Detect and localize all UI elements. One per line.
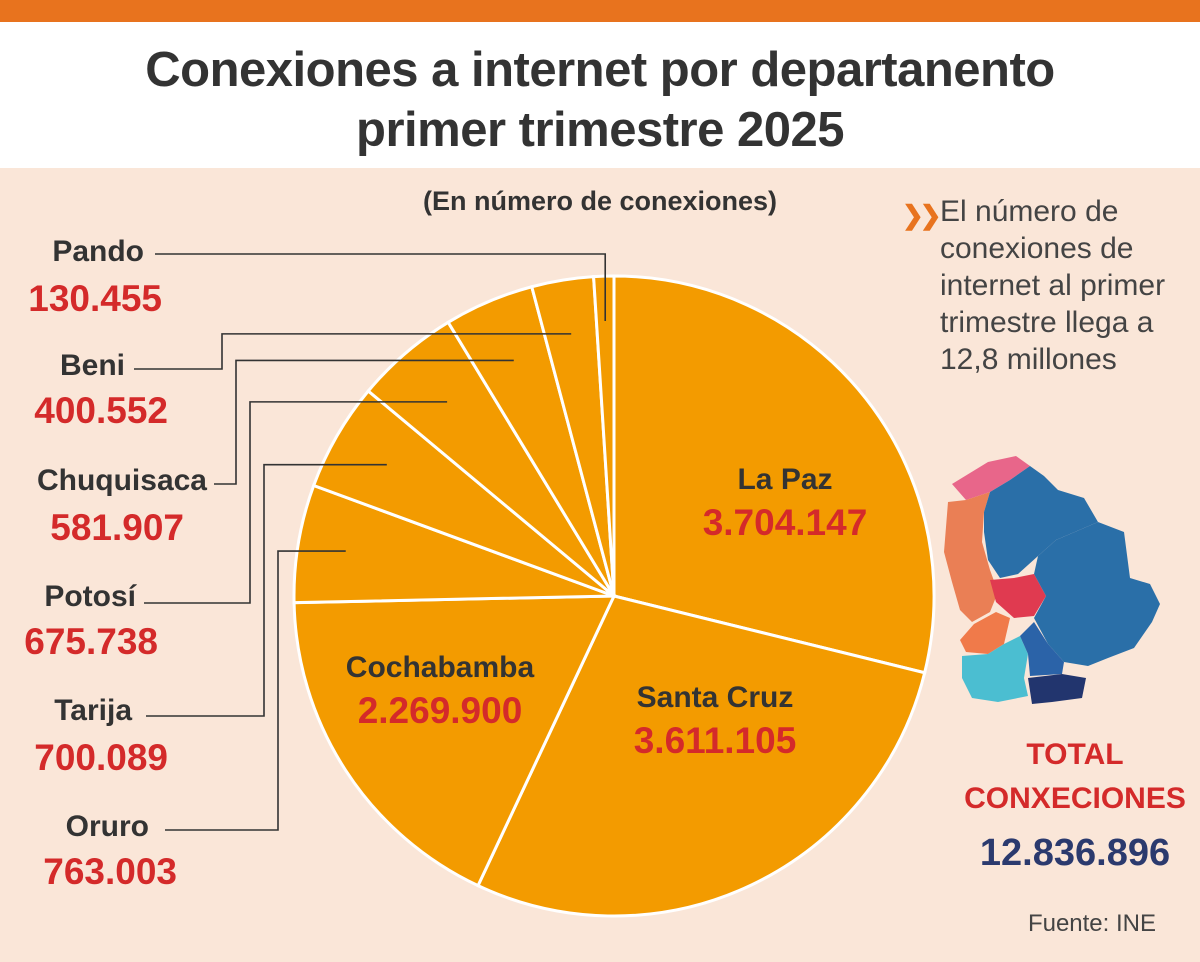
value-potosi: 675.738 (24, 621, 158, 662)
value-oruro: 763.003 (43, 851, 177, 892)
label-beni-name: Beni (59, 349, 125, 382)
label-potosi-value: 675.738 (24, 621, 158, 663)
value-santa-cruz: 3.611.105 (633, 720, 797, 761)
pie-slice-la-paz (612, 274, 936, 675)
leader-line-potosi (144, 401, 448, 604)
pie-slice-santa-cruz (476, 594, 927, 918)
pie-slices (292, 274, 936, 918)
map-region-chuquisaca (1020, 622, 1064, 676)
label-tarija: Tarija (54, 693, 132, 729)
value-tarija: 700.089 (34, 737, 168, 778)
map-region-potosi (962, 636, 1028, 702)
label-la-paz-name: La Paz (737, 463, 833, 496)
header: Conexiones a internet por departanento p… (0, 22, 1200, 168)
pie-slice-pando (591, 274, 616, 597)
value-la-paz: 3.704.147 (702, 502, 868, 543)
leader-line-tarija (146, 463, 387, 717)
chart-title-line-2: primer trimestre 2025 (356, 103, 844, 157)
label-oruro: Oruro (66, 809, 149, 845)
value-chuquisaca: 581.907 (50, 507, 184, 548)
map-region-pando (952, 456, 1030, 500)
value-pando: 130.455 (28, 278, 162, 319)
leader-lines (134, 253, 607, 831)
leader-line-beni (134, 333, 572, 370)
bolivia-map (944, 456, 1160, 704)
map-region-santa-cruz (1034, 522, 1160, 666)
leader-line-chuquisaca (214, 359, 514, 485)
double-chevron-icon: ❯❯ (902, 200, 942, 230)
label-oruro-value: 763.003 (43, 851, 177, 893)
top-accent-bar (0, 0, 1200, 22)
label-santa-cruz-name: Santa Cruz (636, 681, 794, 714)
label-chuquisaca: Chuquisaca (37, 463, 207, 499)
value-cochabamba: 2.269.900 (357, 690, 523, 731)
map-region-beni (984, 466, 1098, 578)
leader-line-oruro (165, 550, 346, 831)
label-beni: Beni (60, 348, 125, 384)
label-cochabamba: Cochabamba 2.269.900 (320, 648, 560, 734)
map-region-cochabamba (990, 574, 1046, 618)
chart-title-line-1: Conexiones a internet por departanento (145, 43, 1055, 97)
label-pando-name: Pando (52, 235, 144, 268)
label-chuquisaca-name: Chuquisaca (36, 464, 207, 497)
pie-slice-oruro (292, 483, 615, 605)
total-title-line-1: TOTAL (1026, 738, 1124, 771)
label-pando-value: 130.455 (28, 278, 162, 320)
note-text: El número de conexiones de internet al p… (940, 195, 1166, 376)
total-title: TOTAL CONXECIONES (960, 733, 1190, 821)
label-potosi: Potosí (44, 579, 136, 615)
map-region-tarija (1028, 674, 1086, 704)
info-note: ❯❯ El número de conexiones de internet a… (902, 193, 1192, 378)
label-oruro-name: Oruro (65, 810, 149, 843)
total-value: 12.836.896 (979, 832, 1171, 874)
label-santa-cruz: Santa Cruz 3.611.105 (600, 678, 830, 764)
label-la-paz: La Paz 3.704.147 (680, 460, 890, 546)
pie-slice-cochabamba (292, 594, 617, 888)
map-region-la-paz (944, 492, 998, 622)
label-pando: Pando (52, 234, 144, 270)
map-region-oruro (960, 612, 1010, 654)
source-note: Fuente: INE (1027, 910, 1156, 937)
label-potosi-name: Potosí (44, 580, 136, 613)
label-tarija-value: 700.089 (34, 737, 168, 779)
label-beni-value: 400.552 (34, 390, 168, 432)
value-beni: 400.552 (34, 390, 168, 431)
total-title-line-2: CONXECIONES (964, 782, 1186, 815)
label-chuquisaca-value: 581.907 (50, 507, 184, 549)
label-tarija-name: Tarija (54, 694, 132, 727)
chart-subtitle: (En número de conexiones) (422, 186, 778, 216)
leader-line-pando (155, 253, 607, 321)
label-cochabamba-name: Cochabamba (345, 651, 535, 684)
